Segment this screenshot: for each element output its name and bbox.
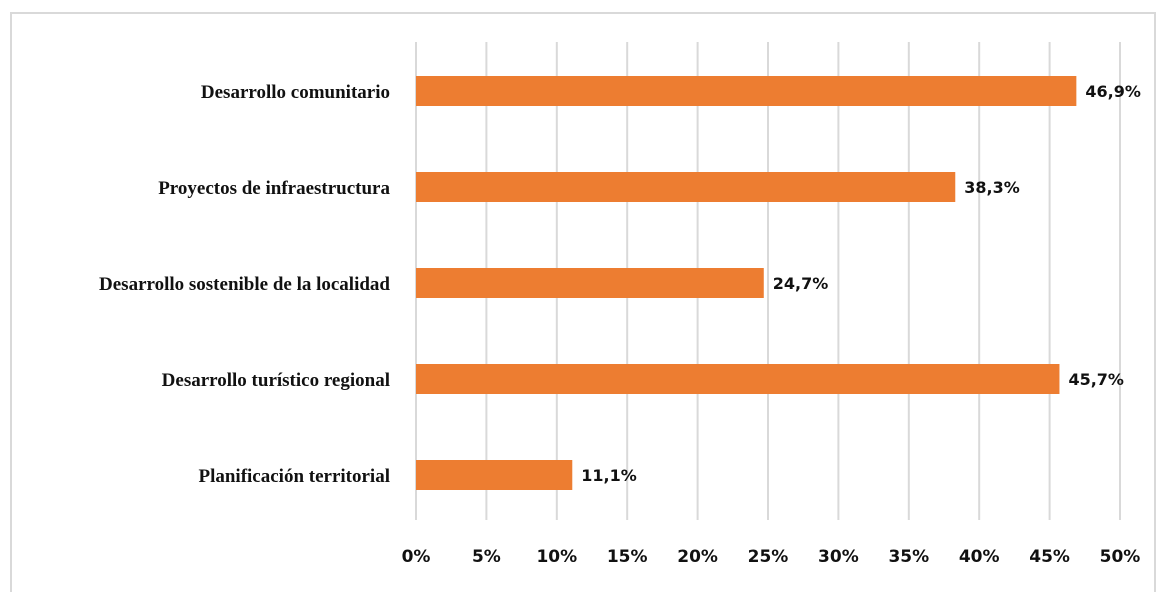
- data-label: 45,7%: [1068, 370, 1124, 389]
- chart-frame: [10, 12, 1156, 592]
- data-label: 46,9%: [1085, 82, 1141, 101]
- x-tick-label: 5%: [472, 547, 501, 567]
- x-tick-label: 15%: [607, 547, 648, 567]
- x-tick-label: 35%: [888, 547, 929, 567]
- bar: [416, 268, 764, 298]
- x-tick-label: 50%: [1100, 547, 1141, 567]
- x-tick-label: 40%: [959, 547, 1000, 567]
- data-label: 11,1%: [581, 466, 637, 485]
- data-label: 38,3%: [964, 178, 1020, 197]
- category-label: Desarrollo sostenible de la localidad: [99, 274, 390, 295]
- x-tick-label: 45%: [1029, 547, 1070, 567]
- bar: [416, 172, 956, 202]
- bar: [416, 76, 1077, 106]
- bar: [416, 364, 1060, 394]
- bar: [416, 460, 573, 490]
- x-tick-label: 10%: [536, 547, 577, 567]
- category-label: Desarrollo turístico regional: [162, 370, 390, 391]
- x-tick-label: 20%: [677, 547, 718, 567]
- x-tick-label: 30%: [818, 547, 859, 567]
- bar-chart: Desarrollo comunitario 46,9% Proyectos de …: [99, 42, 1141, 567]
- category-label: Desarrollo comunitario: [201, 82, 390, 103]
- x-tick-label: 25%: [748, 547, 789, 567]
- x-tick-label: 0%: [402, 547, 431, 567]
- category-label: Planificación territorial: [198, 466, 390, 487]
- data-label: 24,7%: [773, 274, 829, 293]
- category-label: Proyectos de infraestructura: [158, 178, 390, 199]
